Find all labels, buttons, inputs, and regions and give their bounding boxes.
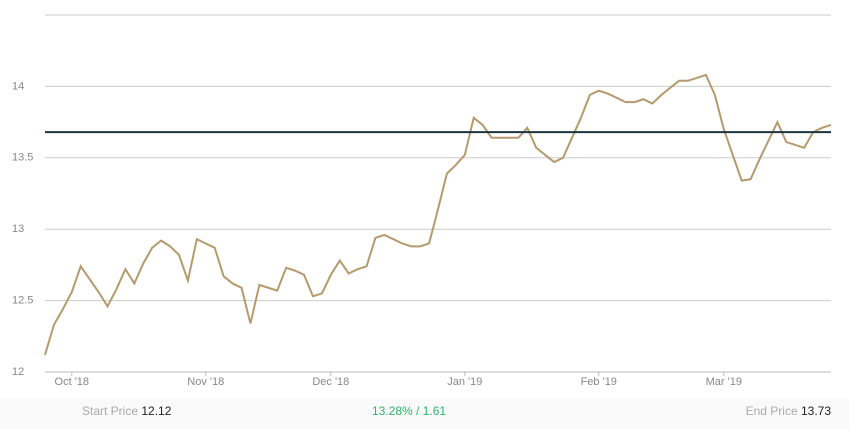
end-price: End Price 13.73 [746, 404, 831, 418]
chart: 12 12.5 13 13.5 14 Oct '18 Nov '18 Dec '18 Jan '… [12, 14, 832, 388]
x-tick-label: Nov '18 [187, 376, 224, 388]
y-tick-label: 13 [12, 223, 24, 235]
x-tick-label: Dec '18 [312, 376, 349, 388]
y-tick-label: 13.5 [12, 152, 33, 164]
start-price: Start Price 12.12 [82, 404, 171, 418]
x-tick-label: Jan '19 [447, 376, 482, 388]
end-value: 13.73 [800, 404, 831, 418]
price-line [44, 73, 832, 356]
change: 13.28% / 1.61 [372, 404, 447, 418]
x-tick-label: Feb '19 [581, 376, 617, 388]
y-tick-label: 12 [12, 366, 24, 378]
x-tick-label: Oct '18 [55, 376, 90, 388]
start-value: 12.12 [141, 404, 172, 418]
start-label: Start Price [82, 404, 139, 418]
x-tick-label: Mar '19 [706, 376, 742, 388]
y-tick-label: 14 [12, 80, 24, 92]
summary-bar: Start Price 12.12 13.28% / 1.61 End Pric… [0, 398, 849, 429]
y-tick-label: 12.5 [12, 295, 33, 307]
end-label: End Price [745, 404, 798, 418]
